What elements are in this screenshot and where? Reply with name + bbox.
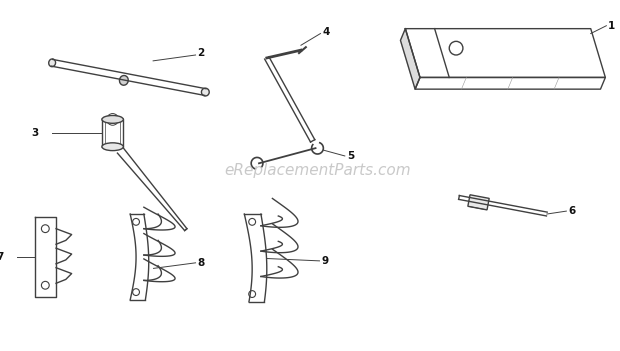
Ellipse shape [202, 88, 209, 96]
Text: 3: 3 [31, 128, 38, 138]
Text: 1: 1 [608, 21, 616, 31]
Ellipse shape [102, 115, 123, 123]
Text: 9: 9 [321, 256, 329, 266]
Text: 5: 5 [347, 151, 354, 161]
Text: 8: 8 [198, 258, 205, 268]
Ellipse shape [49, 59, 56, 67]
Text: 2: 2 [198, 48, 205, 58]
Polygon shape [468, 195, 489, 210]
Text: 4: 4 [322, 27, 330, 37]
Text: 7: 7 [0, 252, 3, 262]
Ellipse shape [120, 75, 128, 85]
Text: eReplacementParts.com: eReplacementParts.com [224, 163, 411, 178]
Ellipse shape [102, 143, 123, 151]
Polygon shape [401, 29, 420, 89]
Text: 6: 6 [569, 206, 575, 216]
